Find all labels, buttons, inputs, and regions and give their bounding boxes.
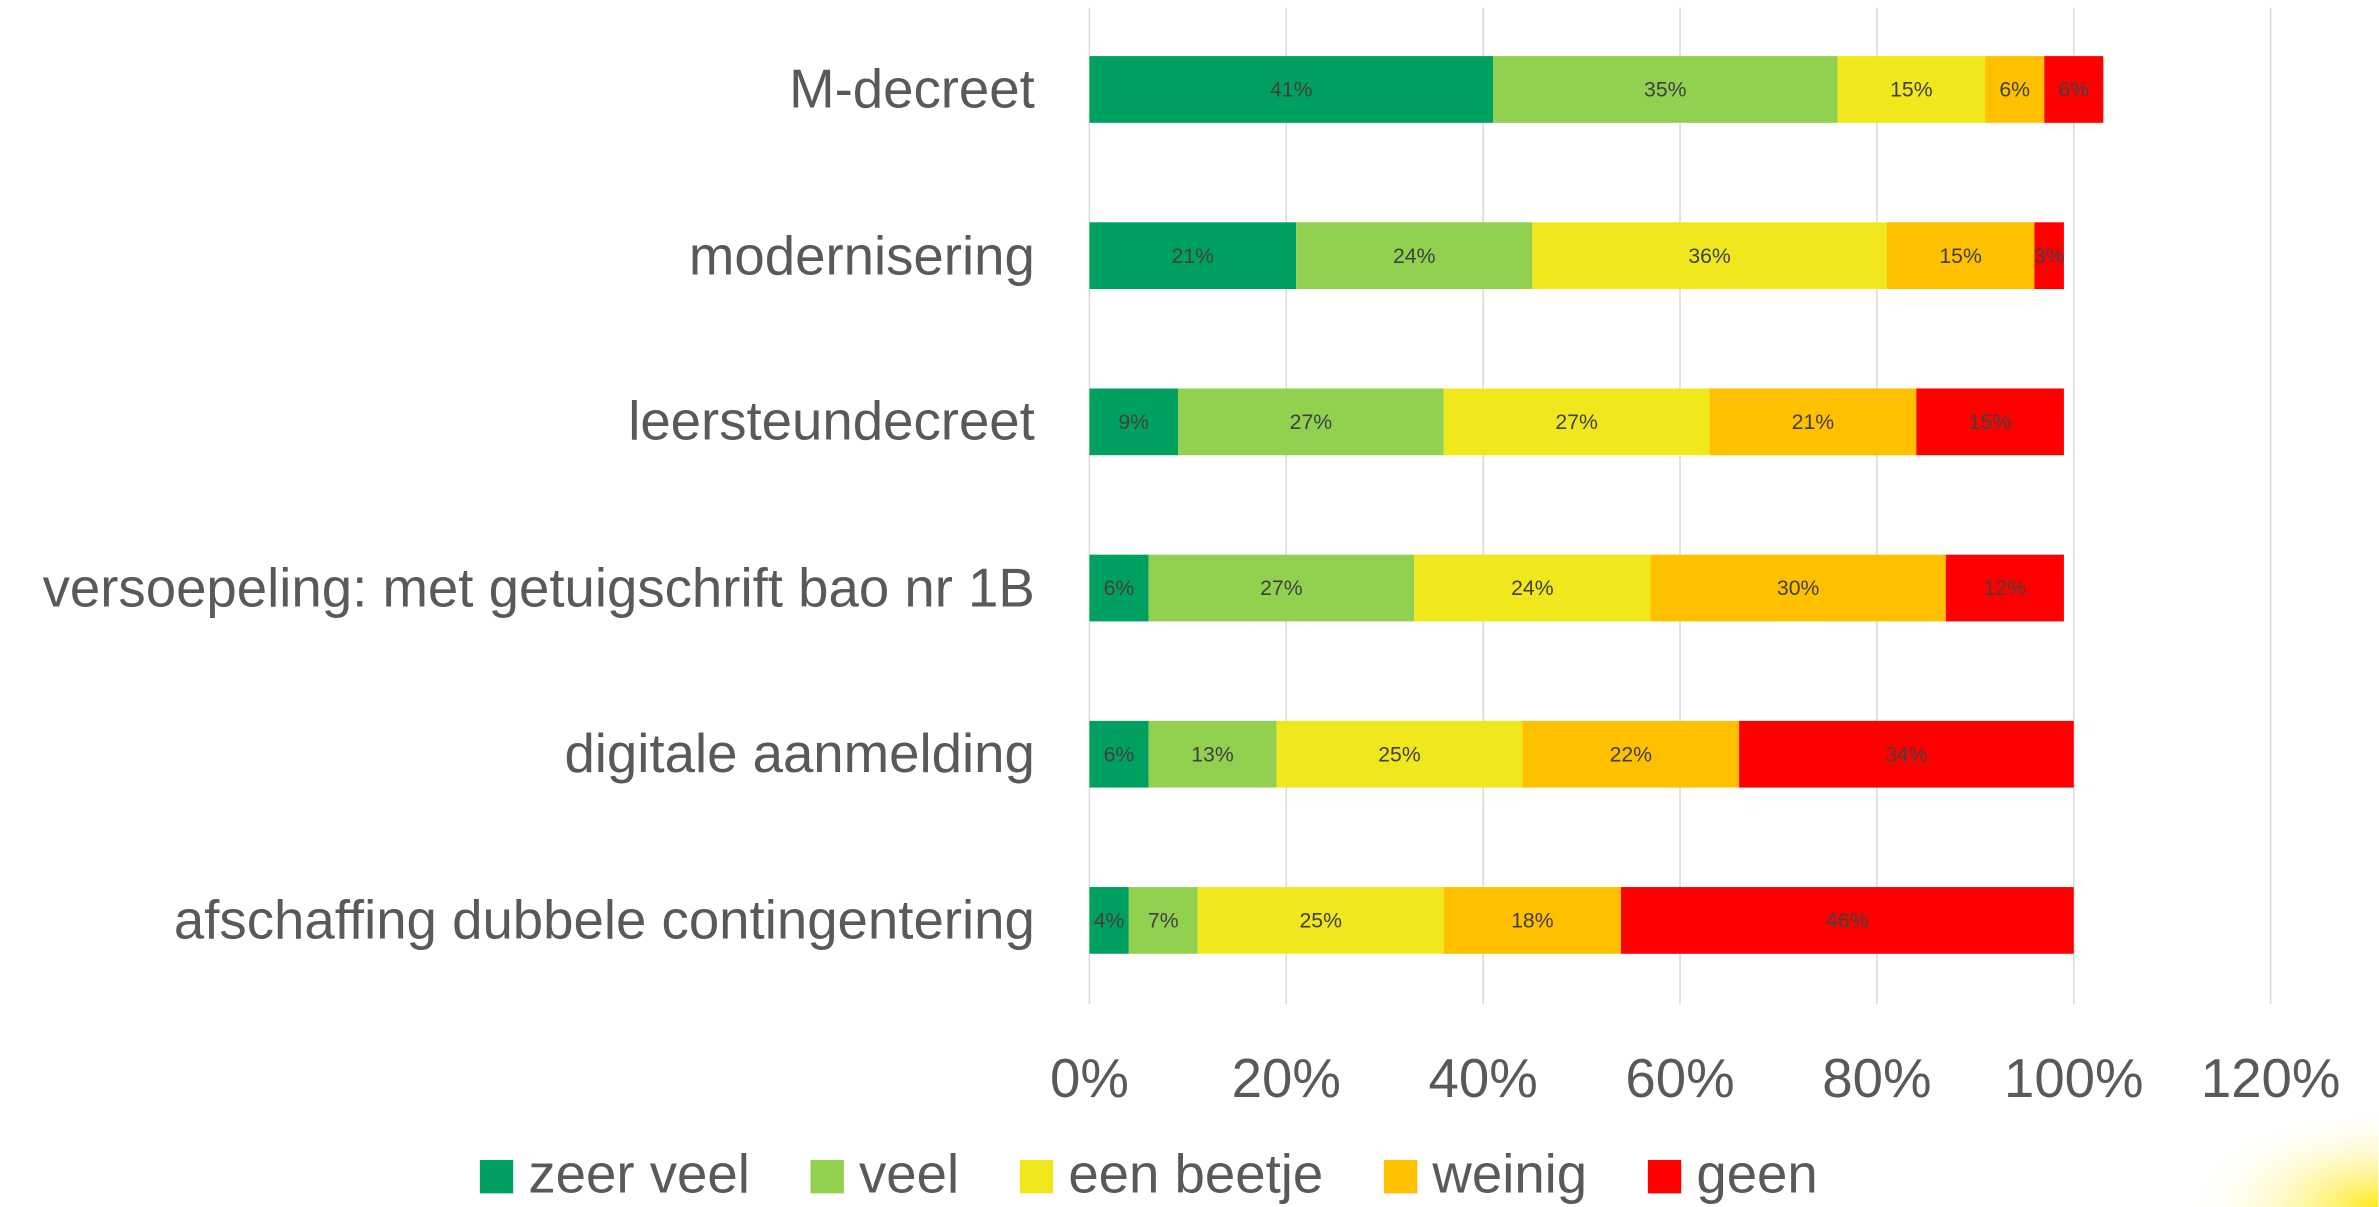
value-label: 12% [1984, 577, 2027, 600]
value-label: 24% [1393, 245, 1436, 268]
bar-segment [1089, 56, 1494, 123]
x-tick-label: 100% [2004, 1048, 2144, 1109]
category-labels: M-decreet modernisering leersteundecreet ve… [42, 57, 1035, 951]
legend-label: weinig [1431, 1144, 1587, 1205]
value-label: 21% [1172, 245, 1215, 268]
bar-segment [1620, 887, 2074, 954]
legend-label: een beetje [1068, 1144, 1323, 1205]
category-label: versoepeling: met getuigschrift bao nr 1… [42, 556, 1035, 619]
bar-segment [1089, 887, 1129, 954]
value-label: 7% [1148, 910, 1179, 933]
value-label: 6% [1104, 743, 1135, 766]
x-tick-label: 80% [1822, 1048, 1931, 1109]
bar-segment [1650, 554, 1946, 622]
bar-segment [1148, 554, 1415, 622]
value-label: 4% [1094, 910, 1125, 933]
value-label: 27% [1290, 411, 1333, 434]
value-label: 15% [1939, 245, 1982, 268]
value-label: 36% [1688, 245, 1731, 268]
value-label: 25% [1300, 910, 1343, 933]
x-tick-label: 0% [1050, 1048, 1129, 1109]
value-label: 41% [1270, 79, 1313, 102]
bar-segment [1128, 887, 1198, 954]
value-label: 27% [1260, 577, 1303, 600]
grid [1088, 7, 2272, 1004]
category-label: modernisering [688, 223, 1035, 286]
value-label: 3% [2034, 245, 2065, 268]
value-label: 15% [1969, 411, 2012, 434]
value-label: 9% [1118, 411, 1149, 434]
category-label: afschaffing dubbele contingentering [173, 888, 1035, 951]
bar-segment [1916, 388, 2064, 456]
legend-swatch [1019, 1159, 1054, 1194]
bar-segment [1493, 56, 1838, 123]
bar-segment [1089, 222, 1297, 290]
value-label: 22% [1610, 743, 1653, 766]
category-label: M-decreet [789, 57, 1035, 120]
value-label: 15% [1890, 79, 1933, 102]
legend-label: geen [1696, 1144, 1817, 1205]
category-label: leersteundecreet [628, 389, 1035, 453]
bar-segment [1089, 720, 1149, 788]
bar-segment [1985, 56, 2045, 123]
value-label: 27% [1555, 411, 1598, 434]
x-tick-label: 20% [1232, 1048, 1341, 1109]
value-label: 18% [1511, 910, 1554, 933]
bar-segment [1739, 720, 2074, 788]
bar-segment [1522, 720, 1740, 788]
category-label: digitale aanmelding [564, 722, 1035, 785]
bar-segment [2044, 56, 2104, 123]
bar-segment [1148, 720, 1277, 788]
decoration [2184, 1106, 2379, 1207]
bar-segment [1089, 388, 1179, 456]
bars: 41% 35% 15% 6% 6% 21% 24% 36% 15% 3% 9% 27% 27% 21% 15… [1089, 56, 2104, 954]
value-label: 35% [1644, 79, 1687, 102]
bar-segment [2034, 222, 2064, 290]
value-label: 24% [1511, 577, 1554, 600]
value-label: 6% [1104, 577, 1135, 600]
legend-swatch [810, 1159, 844, 1194]
bar-segment [1532, 222, 1887, 290]
bar-segment [1296, 222, 1533, 290]
x-tick-label: 120% [2201, 1048, 2341, 1109]
bar-segment [1709, 388, 1917, 456]
bar-segment [1837, 56, 1986, 123]
bar-segment [1886, 222, 2035, 290]
value-label: 13% [1191, 743, 1234, 766]
legend-swatch [1647, 1159, 1682, 1194]
x-tick-label: 60% [1625, 1048, 1734, 1109]
bar-segment [1089, 554, 1149, 622]
bar-segment [1197, 887, 1444, 954]
legend-label: zeer veel [528, 1144, 749, 1205]
value-label: 6% [1999, 79, 2030, 102]
legend-label: veel [859, 1144, 959, 1205]
value-label: 6% [2058, 79, 2089, 102]
bar-segment [1178, 388, 1444, 456]
bar-segment [1276, 720, 1523, 788]
x-tick-label: 40% [1429, 1048, 1538, 1109]
value-label: 34% [1885, 743, 1928, 766]
value-label: 46% [1826, 910, 1869, 933]
bar-segment [1443, 887, 1621, 954]
value-label: 25% [1378, 743, 1421, 766]
value-label: 21% [1792, 411, 1835, 434]
value-label: 30% [1777, 577, 1820, 600]
legend-swatch [479, 1159, 514, 1194]
bar-segment [1443, 388, 1710, 456]
bar-segment [1414, 554, 1651, 622]
legend-swatch [1383, 1159, 1418, 1194]
bar-segment [1945, 554, 2064, 622]
